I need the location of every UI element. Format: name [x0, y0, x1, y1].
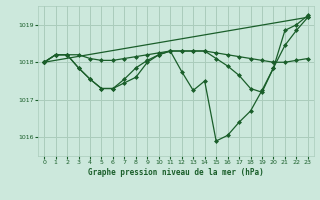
X-axis label: Graphe pression niveau de la mer (hPa): Graphe pression niveau de la mer (hPa)	[88, 168, 264, 177]
